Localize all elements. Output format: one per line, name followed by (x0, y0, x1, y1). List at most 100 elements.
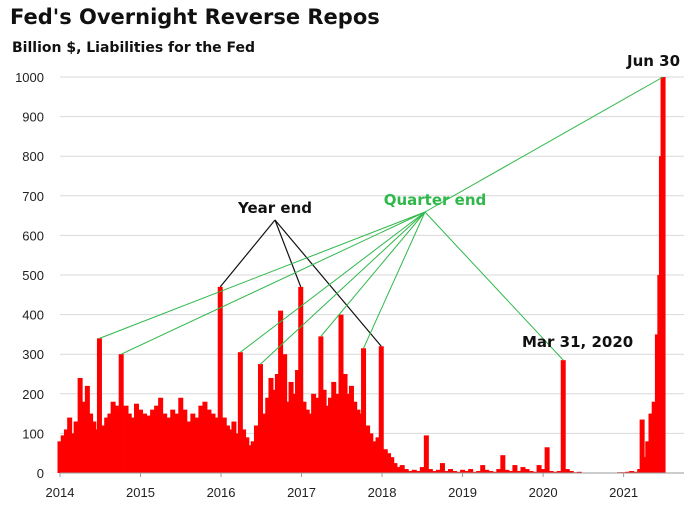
bar (146, 415, 152, 473)
bar (142, 413, 148, 473)
bar (324, 405, 330, 473)
bar (516, 471, 522, 473)
bar (301, 401, 307, 473)
bar (660, 77, 666, 473)
x-tick-label: 2020 (529, 485, 558, 500)
bar (435, 469, 441, 473)
year-end-connector (219, 219, 276, 288)
bar (110, 401, 116, 473)
x-tick-label: 2021 (609, 485, 638, 500)
bar (186, 421, 192, 473)
bar (548, 471, 554, 473)
bar (217, 286, 223, 473)
bar (268, 377, 274, 473)
bar (560, 360, 566, 473)
bar (77, 377, 83, 473)
bar (198, 405, 204, 473)
bar (352, 401, 358, 473)
bar (556, 471, 562, 473)
annotation-mar-31-2020: Mar 31, 2020 (522, 333, 633, 351)
bar (633, 471, 639, 473)
bar (389, 457, 395, 473)
y-axis-ticks: 0 100 200 300 400 500 600 700 800 900 1000 (15, 70, 44, 481)
x-tick-label: 2014 (46, 485, 75, 500)
bar (419, 467, 425, 473)
bar (288, 381, 294, 473)
bar (448, 469, 454, 473)
bar (500, 455, 506, 473)
bar (528, 471, 534, 473)
bar (96, 338, 102, 473)
bar (321, 389, 327, 473)
bar (520, 467, 526, 473)
bar (328, 397, 334, 473)
bar (190, 413, 196, 473)
bar (253, 425, 259, 473)
bar (154, 405, 160, 473)
quarter-end-connector (120, 211, 426, 355)
bar (476, 471, 482, 473)
bar (552, 471, 558, 473)
y-tick-label: 1000 (15, 70, 44, 85)
bar (231, 421, 237, 473)
bar (182, 409, 188, 473)
x-tick-label: 2016 (207, 485, 236, 500)
bar (150, 409, 156, 473)
bar (439, 463, 445, 473)
quarter-end-connector (260, 211, 426, 365)
bar (295, 370, 301, 473)
year-end-connector (274, 219, 382, 347)
bar (318, 336, 324, 473)
x-tick-label: 2015 (126, 485, 155, 500)
quarter-end-connector (99, 211, 426, 339)
bar (138, 409, 144, 473)
bar (345, 393, 351, 473)
bar (576, 471, 582, 473)
bar (375, 437, 381, 473)
bar (104, 417, 110, 473)
bar (415, 471, 421, 473)
bar (123, 405, 129, 473)
bar (107, 413, 113, 473)
bar-series (57, 77, 666, 473)
bar (202, 401, 208, 473)
y-tick-label: 100 (22, 426, 44, 441)
bar (540, 469, 546, 473)
bar (126, 413, 132, 473)
bar (228, 429, 234, 473)
bar (411, 469, 417, 473)
bar (178, 397, 184, 473)
bar (480, 465, 486, 473)
bar (57, 441, 63, 473)
y-tick-label: 200 (22, 387, 44, 402)
bar (262, 413, 268, 473)
year-end-connector (274, 219, 302, 288)
bar (271, 389, 277, 473)
bar (60, 435, 66, 473)
bar (129, 417, 135, 473)
bar (194, 417, 200, 473)
bar (214, 417, 220, 473)
gridlines (60, 76, 684, 434)
bar (371, 441, 377, 473)
y-tick-label: 800 (22, 149, 44, 164)
bar (456, 471, 462, 473)
bar (403, 469, 409, 473)
quarter-end-connector (424, 211, 564, 361)
bar (484, 469, 490, 473)
y-tick-label: 500 (22, 268, 44, 283)
bar (311, 393, 317, 473)
y-tick-label: 0 (37, 466, 44, 481)
bar (331, 381, 337, 473)
bar (544, 447, 550, 473)
bar (392, 463, 398, 473)
bar (348, 385, 354, 473)
bar (378, 346, 384, 473)
bar (250, 441, 256, 473)
bar (304, 409, 310, 473)
annotation-quarter-end: Quarter end (384, 191, 487, 209)
bar (532, 471, 538, 473)
y-tick-label: 700 (22, 189, 44, 204)
y-tick-label: 600 (22, 228, 44, 243)
bar (81, 401, 87, 473)
